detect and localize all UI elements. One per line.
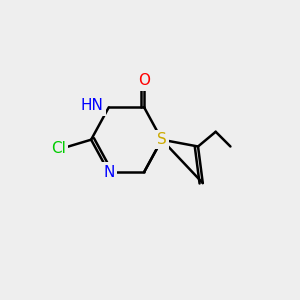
Text: Cl: Cl bbox=[51, 141, 66, 156]
Text: O: O bbox=[138, 73, 150, 88]
Text: S: S bbox=[157, 132, 167, 147]
Text: HN: HN bbox=[81, 98, 103, 113]
Text: N: N bbox=[103, 165, 115, 180]
